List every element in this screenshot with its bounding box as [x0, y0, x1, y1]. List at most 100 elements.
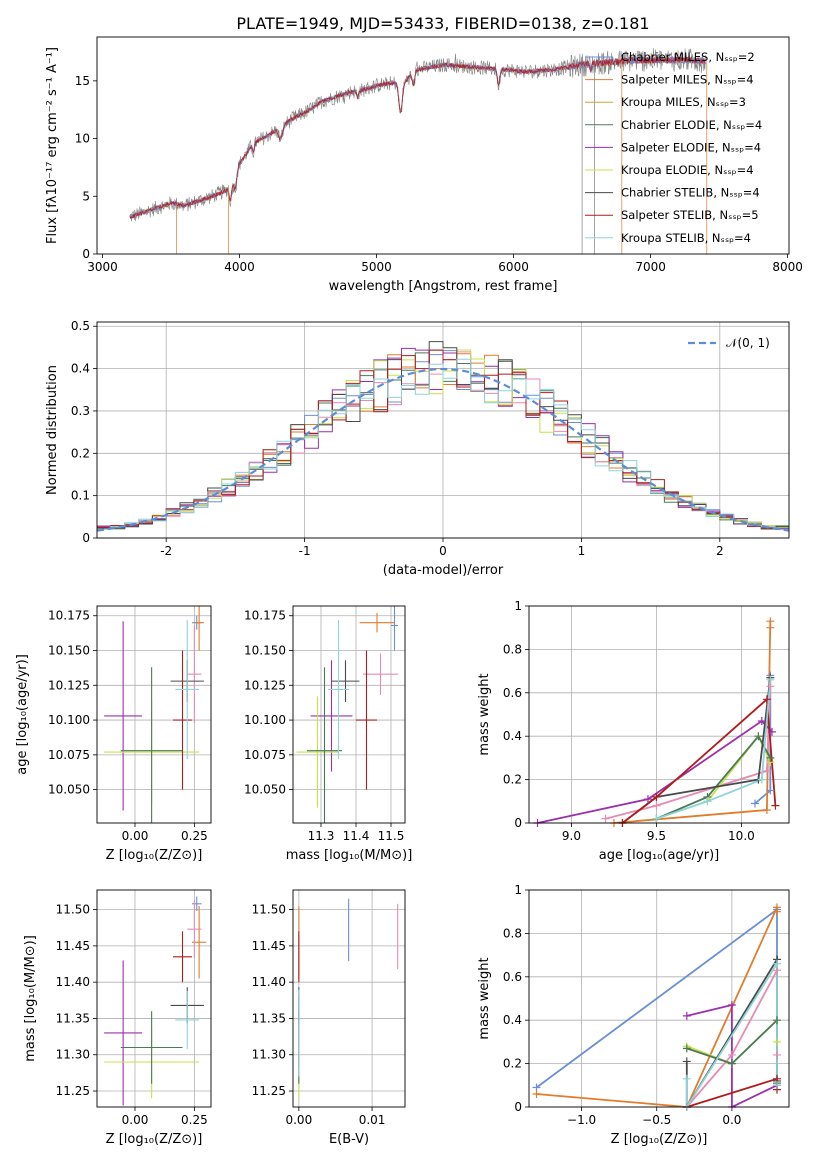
- axes-frame: [292, 605, 406, 824]
- weight-series: [685, 960, 778, 1107]
- axes-frame: [96, 889, 212, 1108]
- weight-marker: [762, 695, 771, 704]
- weight-series: [656, 679, 772, 820]
- data-point: [356, 650, 377, 790]
- legend-label: Kroupa ELODIE, Nₛₛₚ=4: [621, 163, 754, 177]
- axes-frame: [96, 36, 790, 255]
- y-tick-label: 15: [75, 74, 90, 88]
- legend-label: Salpeter ELODIE, Nₛₛₚ=4: [621, 140, 761, 154]
- x-tick-label: 0: [439, 544, 447, 558]
- y-tick-label: 10.150: [48, 644, 90, 658]
- y-tick-label: 0.1: [71, 489, 90, 503]
- x-tick-label: 2: [716, 544, 724, 558]
- data-point: [391, 606, 398, 651]
- y-tick-label: 10.075: [244, 748, 286, 762]
- weight-marker: [757, 775, 766, 784]
- y-axis-label: Normed distribution: [45, 365, 60, 495]
- weight-marker: [766, 675, 775, 684]
- y-tick-label: 11.45: [252, 939, 286, 953]
- x-tick-label: 4000: [224, 260, 255, 274]
- x-tick-label: 5000: [361, 260, 392, 274]
- weight-marker: [682, 1074, 691, 1083]
- y-tick-label: 11.25: [252, 1084, 286, 1098]
- weight-marker: [766, 786, 775, 795]
- data-point: [194, 606, 204, 651]
- weight-marker: [772, 1016, 781, 1025]
- weight-marker: [772, 1081, 781, 1090]
- plot-area: [298, 898, 399, 1099]
- y-tick-label: 0.8: [503, 642, 522, 656]
- spectrum-line: [129, 55, 706, 218]
- data-point: [173, 650, 192, 790]
- x-axis-label: Z [log₁₀(Z/Z⊙)]: [611, 1132, 708, 1147]
- spectrum-panel: 3000 4000 5000 6000 7000 8000 0 5 10 15 wavelength…: [45, 36, 803, 294]
- y-tick-label: 11.45: [56, 939, 90, 953]
- weight-marker: [601, 814, 610, 823]
- y-tick-label: 0.8: [503, 926, 522, 940]
- y-tick-label: 10.175: [244, 609, 286, 623]
- x-tick-label: 0.00: [122, 1113, 149, 1127]
- weight-marker: [682, 1044, 691, 1053]
- figure-title: PLATE=1949, MJD=53433, FIBERID=0138, z=0…: [236, 14, 649, 33]
- y-tick-label: 10.050: [244, 783, 286, 797]
- weight-marker: [727, 1059, 736, 1068]
- y-tick-label: 11.50: [252, 903, 286, 917]
- x-tick-label: 8000: [772, 260, 803, 274]
- y-tick-label: 10.125: [244, 678, 286, 692]
- plot-area: [97, 341, 789, 532]
- weight-marker: [766, 753, 775, 762]
- y-tick-label: 5: [82, 189, 90, 203]
- legend-label: Chabrier STELIB, Nₛₛₚ=4: [621, 186, 760, 200]
- plot-area: [104, 606, 204, 823]
- y-tick-label: 0: [82, 531, 90, 545]
- axes-frame: [96, 321, 790, 539]
- y-tick-label: 10.100: [48, 713, 90, 727]
- x-tick-label: 0.25: [181, 829, 208, 843]
- y-tick-label: 0: [514, 816, 522, 830]
- mass-vs-extinction-panel: 0.00 0.01 11.25 11.30 11.35 11.40 11.45 11.50 E(…: [252, 889, 406, 1147]
- x-tick-label: 11.4: [343, 829, 370, 843]
- weight-marker: [682, 1011, 691, 1020]
- weight-marker: [768, 727, 777, 736]
- weight-marker: [652, 792, 661, 801]
- weight-marker: [772, 959, 781, 968]
- y-axis-label: mass [log₁₀(M/M⊙)]: [23, 935, 38, 1062]
- spectrum-line: [129, 56, 706, 219]
- data-point: [328, 619, 349, 760]
- weight-marker: [772, 1050, 781, 1059]
- weight-marker: [652, 814, 661, 823]
- y-tick-label: 0.5: [71, 319, 90, 333]
- weight-marker: [772, 1037, 781, 1046]
- legend: Chabrier MILES, Nₛₛₚ=2 Salpeter MILES, Nₛ…: [585, 50, 762, 245]
- weight-marker: [532, 1089, 541, 1098]
- legend-label: 𝒩(0, 1): [726, 336, 770, 350]
- data-point: [307, 667, 342, 823]
- y-tick-label: 11.40: [56, 975, 90, 989]
- x-axis-label: mass [log₁₀(M/M⊙)]: [286, 848, 413, 863]
- y-tick-label: 11.50: [56, 903, 90, 917]
- y-tick-label: 10.075: [48, 748, 90, 762]
- data-point: [192, 896, 202, 912]
- x-axis-label: Z [log₁₀(Z/Z⊙)]: [106, 1132, 203, 1147]
- axes-frame: [528, 605, 790, 824]
- y-tick-label: 0.6: [503, 970, 522, 984]
- plot-area: [129, 48, 708, 254]
- weight-marker: [762, 805, 771, 814]
- weight-marker: [751, 799, 760, 808]
- legend-label: Salpeter STELIB, Nₛₛₚ=5: [621, 208, 759, 222]
- y-tick-label: 0.2: [71, 446, 90, 460]
- y-axis-label: mass weight: [477, 673, 492, 755]
- weight-series: [656, 734, 772, 820]
- weight-marker: [762, 766, 771, 775]
- y-tick-label: 0.4: [503, 729, 522, 743]
- y-tick-label: 0: [514, 1100, 522, 1114]
- weight-marker: [643, 795, 652, 804]
- y-tick-label: 0.2: [503, 1057, 522, 1071]
- x-axis-label: E(B-V): [329, 1132, 369, 1147]
- weight-marker: [682, 1057, 691, 1066]
- y-tick-label: 1: [514, 599, 522, 613]
- x-tick-label: 6000: [498, 260, 529, 274]
- weight-marker: [766, 623, 775, 632]
- weight-marker: [772, 907, 781, 916]
- mass-weight-vs-age-panel: 9.0 9.5 10.0 0 0.2 0.4 0.6 0.8 1 age [log₁₀(age/y…: [477, 599, 790, 863]
